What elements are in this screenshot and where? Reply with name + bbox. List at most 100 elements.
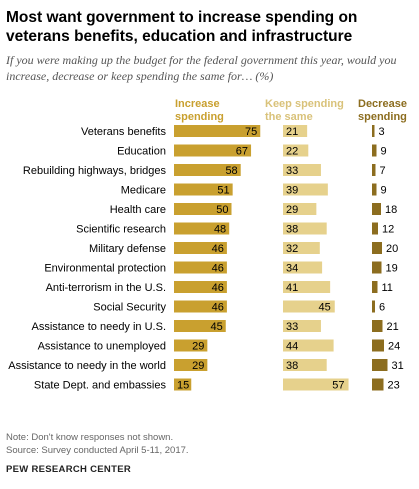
bar-decrease [372, 378, 384, 391]
category-label: Education [117, 146, 166, 158]
category-label: Assistance to needy in U.S. [31, 321, 166, 333]
value-label-increase: 51 [217, 185, 229, 197]
category-label: Medicare [121, 185, 166, 197]
value-label-same: 39 [286, 185, 298, 197]
category-label: Environmental protection [44, 263, 166, 275]
value-label-decrease: 24 [388, 341, 400, 353]
category-label: Military defense [89, 243, 166, 255]
value-label-increase: 58 [225, 165, 237, 177]
value-label-decrease: 31 [392, 360, 404, 372]
bar-same [283, 320, 321, 332]
bar-same [283, 339, 334, 352]
bar-increase [174, 242, 227, 254]
value-label-increase: 75 [245, 126, 257, 138]
chart-title: Most want government to increase spendin… [6, 9, 358, 45]
bar-decrease [372, 281, 378, 293]
bar-decrease [372, 164, 376, 176]
bar-increase [174, 125, 261, 137]
bar-decrease [372, 261, 382, 274]
footer-source: Source: Survey conducted April 5-11, 201… [6, 445, 189, 456]
category-label: Health care [110, 204, 166, 216]
bar-same [283, 242, 320, 254]
bar-same [283, 203, 317, 215]
bar-increase [174, 203, 232, 215]
value-label-same: 32 [286, 243, 298, 255]
value-label-decrease: 19 [386, 263, 398, 275]
category-label: Assistance to unemployed [38, 341, 166, 353]
value-label-decrease: 23 [388, 380, 400, 392]
bar-decrease [372, 339, 384, 352]
bar-increase [174, 164, 241, 176]
bar-increase [174, 378, 192, 391]
value-label-increase: 46 [212, 243, 224, 255]
category-label: Social Security [93, 302, 166, 314]
value-label-increase: 29 [192, 360, 204, 372]
value-label-increase: 46 [212, 302, 224, 314]
bar-decrease [372, 125, 375, 137]
bar-decrease [372, 300, 375, 313]
legend-same: Keep spending the same [265, 98, 344, 123]
value-label-decrease: 7 [380, 165, 386, 177]
chart-subtitle: If you were making up the budget for the… [6, 53, 397, 83]
value-label-same: 34 [286, 263, 298, 275]
legend-increase: Increase spending [175, 98, 224, 123]
value-label-decrease: 9 [381, 146, 387, 158]
bar-decrease [372, 359, 388, 371]
category-label: Anti-terrorism in the U.S. [46, 282, 166, 294]
value-label-same: 41 [286, 282, 298, 294]
bar-increase [174, 320, 226, 332]
category-label: Scientific research [76, 224, 166, 236]
value-label-same: 44 [286, 341, 298, 353]
bar-increase [174, 339, 208, 352]
bar-increase [174, 300, 227, 313]
footer-note: Note: Don't know responses not shown. [6, 432, 174, 443]
bar-increase [174, 144, 252, 157]
bar-increase [174, 261, 227, 274]
bar-same [283, 144, 309, 157]
footer-brand: PEW RESEARCH CENTER [6, 464, 131, 475]
bar-decrease [372, 242, 382, 254]
value-label-decrease: 20 [386, 243, 398, 255]
value-label-increase: 48 [214, 224, 226, 236]
value-label-decrease: 18 [385, 204, 397, 216]
value-label-same: 29 [286, 204, 298, 216]
bar-increase [174, 222, 230, 235]
value-label-same: 22 [286, 146, 298, 158]
value-label-decrease: 11 [382, 282, 393, 294]
value-label-decrease: 6 [379, 302, 385, 314]
value-label-same: 57 [332, 380, 344, 392]
bar-decrease [372, 203, 381, 215]
bar-decrease [372, 320, 383, 332]
value-label-decrease: 21 [387, 321, 399, 333]
value-label-increase: 29 [192, 341, 204, 353]
bar-same [283, 300, 335, 313]
value-label-increase: 46 [212, 282, 224, 294]
bar-decrease [372, 222, 378, 235]
value-label-increase: 67 [236, 146, 248, 158]
category-label: Rebuilding highways, bridges [23, 165, 167, 177]
category-label: State Dept. and embassies [34, 380, 167, 392]
value-label-decrease: 3 [379, 126, 385, 138]
value-label-same: 38 [286, 360, 298, 372]
bar-increase [174, 183, 233, 196]
category-label: Assistance to needy in the world [8, 360, 166, 372]
value-label-same: 21 [286, 126, 298, 138]
bar-decrease [372, 183, 377, 196]
bar-same [283, 261, 323, 274]
bar-increase [174, 281, 227, 293]
category-label: Veterans benefits [81, 126, 167, 138]
bar-same [283, 359, 327, 371]
bar-decrease [372, 144, 377, 157]
value-label-increase: 45 [211, 321, 223, 333]
bar-increase [174, 359, 208, 371]
value-label-same: 38 [286, 224, 298, 236]
value-label-increase: 50 [216, 204, 228, 216]
legend-decrease: Decrease spending [358, 98, 407, 123]
value-label-same: 33 [286, 321, 298, 333]
value-label-same: 45 [319, 302, 331, 314]
bar-same [283, 183, 328, 196]
value-label-increase: 15 [177, 380, 189, 392]
bar-same [283, 222, 327, 235]
value-label-increase: 46 [212, 263, 224, 275]
